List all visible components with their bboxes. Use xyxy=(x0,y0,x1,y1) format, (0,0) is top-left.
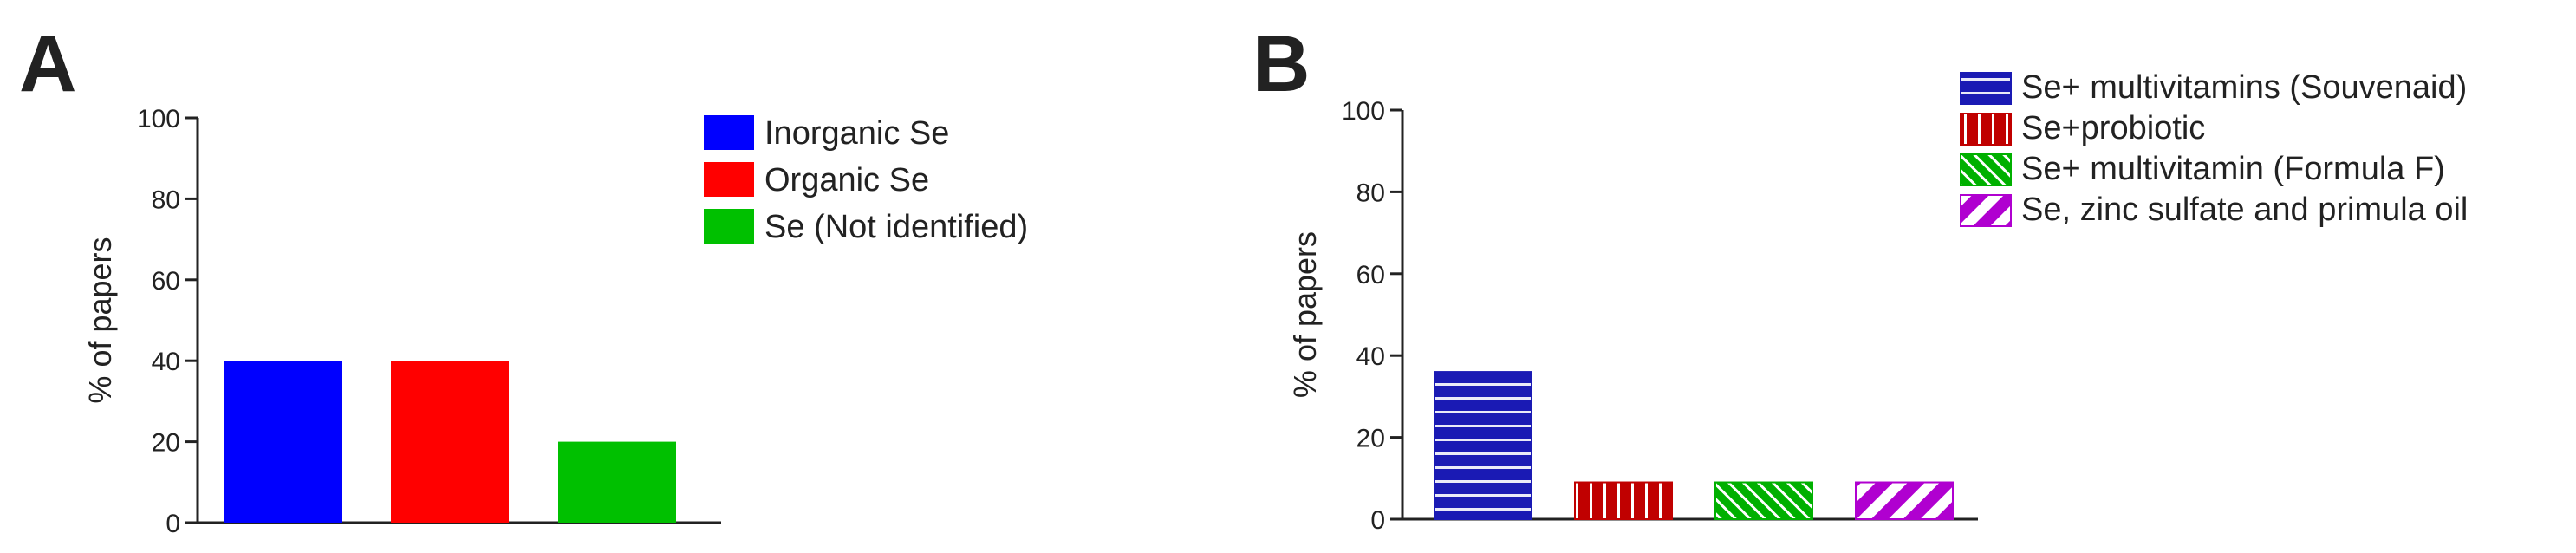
panel-b-y-tick-label: 20 xyxy=(1356,425,1385,453)
panel-b-bar-3 xyxy=(1714,481,1813,521)
panel-letter-a: A xyxy=(19,20,76,108)
panel-a-y-tick-label: 60 xyxy=(152,267,180,296)
panel-a-legend-label-2: Organic Se xyxy=(764,162,929,198)
panel-b-plot: 0 20 40 60 80 100 % of papers Se+ multivitamins… xyxy=(1287,69,2468,535)
panel-b-legend-label-1: Se+ multivitamins (Souvenaid) xyxy=(2021,69,2467,106)
panel-b-y-tick-label: 60 xyxy=(1356,261,1385,290)
panel-b-legend-swatch-4 xyxy=(1960,194,2012,227)
panel-b-bar-2 xyxy=(1574,481,1673,521)
panel-a-y-tick-label: 80 xyxy=(152,185,180,214)
panel-b-bar-4 xyxy=(1855,481,1954,521)
panel-a: A 0 20 40 60 80 100 % of papers Inorganic Se Org… xyxy=(19,20,1028,538)
panel-b-legend-label-2: Se+probiotic xyxy=(2021,110,2205,146)
panel-a-bar-2 xyxy=(391,361,509,523)
panel-b-y-axis-title: % of papers xyxy=(1287,231,1323,398)
panel-a-y-tick-label: 40 xyxy=(152,348,180,376)
panel-a-legend-swatch-1 xyxy=(704,115,754,150)
panel-b-y-tick-label: 100 xyxy=(1342,97,1385,126)
panel-b-bar-1 xyxy=(1434,371,1532,520)
panel-b-legend-swatch-2 xyxy=(1960,113,2012,146)
panel-b-legend-label-4: Se, zinc sulfate and primula oil xyxy=(2021,192,2468,228)
panel-b-y-tick-label: 80 xyxy=(1356,179,1385,207)
panel-a-plot: 0 20 40 60 80 100 % of papers Inorganic Se Organ… xyxy=(82,105,1028,538)
panel-letter-b: B xyxy=(1252,20,1310,108)
panel-a-y-tick-label: 20 xyxy=(152,429,180,458)
panel-b-y-tick-label: 40 xyxy=(1356,342,1385,371)
panel-a-legend-swatch-3 xyxy=(704,209,754,244)
panel-a-legend-label-3: Se (Not identified) xyxy=(764,209,1028,245)
panel-a-y-tick-label: 0 xyxy=(166,510,180,538)
panel-b: B 0 20 40 60 80 100 % of papers Se+ multivitami… xyxy=(1252,20,2468,535)
panel-a-y-tick-label: 100 xyxy=(137,105,180,133)
panel-a-legend-swatch-2 xyxy=(704,162,754,197)
panel-a-bar-3 xyxy=(558,441,676,523)
panel-b-legend-swatch-1 xyxy=(1960,72,2012,105)
panel-b-legend-swatch-3 xyxy=(1960,153,2012,186)
panel-b-legend-label-3: Se+ multivitamin (Formula F) xyxy=(2021,151,2445,187)
panel-b-y-tick-label: 0 xyxy=(1370,506,1385,535)
panel-a-legend-label-1: Inorganic Se xyxy=(764,115,949,152)
panel-a-bar-1 xyxy=(224,361,342,523)
panel-a-y-axis-title: % of papers xyxy=(82,237,118,403)
